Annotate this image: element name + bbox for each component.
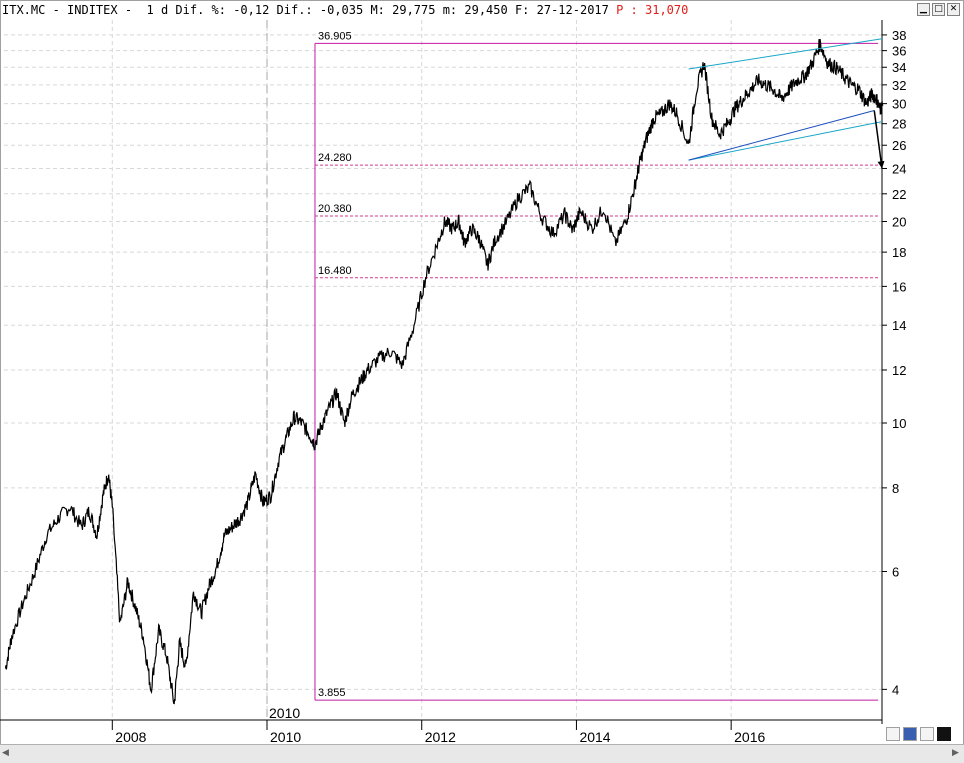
last-price-label: P : 31,070 bbox=[616, 3, 689, 17]
horizontal-scrollbar[interactable]: ◀ ▶ bbox=[0, 744, 964, 763]
y-tick-label: 20 bbox=[892, 215, 906, 230]
x-tick-label: 2008 bbox=[115, 729, 146, 745]
fib-level-label: 24.280 bbox=[318, 152, 352, 164]
y-tick-label: 32 bbox=[892, 78, 906, 93]
y-tick-label: 38 bbox=[892, 28, 906, 43]
y-tick-label: 22 bbox=[892, 187, 906, 202]
y-tick-label: 18 bbox=[892, 245, 906, 260]
chart-toolbar bbox=[886, 727, 951, 741]
y-tick-label: 16 bbox=[892, 279, 906, 294]
projection-arrow-head bbox=[877, 160, 885, 169]
fib-level-label: 3.855 bbox=[318, 687, 346, 699]
channel-line bbox=[688, 110, 875, 161]
scroll-right-icon[interactable]: ▶ bbox=[952, 748, 959, 758]
y-tick-label: 6 bbox=[892, 565, 899, 580]
x-tick-label: 2016 bbox=[734, 729, 765, 745]
fib-level-label: 36.905 bbox=[318, 30, 352, 42]
vertical-marker-label: 2010 bbox=[269, 705, 300, 721]
y-tick-label: 36 bbox=[892, 44, 906, 59]
y-tick-label: 28 bbox=[892, 117, 906, 132]
stop-icon[interactable] bbox=[937, 727, 951, 741]
pin-icon[interactable] bbox=[920, 727, 934, 741]
y-tick-label: 8 bbox=[892, 481, 899, 496]
y-tick-label: 14 bbox=[892, 318, 906, 333]
close-icon[interactable]: ✕ bbox=[947, 3, 960, 16]
y-tick-label: 30 bbox=[892, 97, 906, 112]
fib-level-label: 16.480 bbox=[318, 265, 352, 277]
y-tick-label: 26 bbox=[892, 138, 906, 153]
x-tick-label: 2014 bbox=[579, 729, 610, 745]
scroll-left-icon[interactable]: ◀ bbox=[2, 748, 9, 758]
y-tick-label: 34 bbox=[892, 60, 906, 75]
header-text: ITX.MC - INDITEX - 1 d Dif. %: -0,12 Dif… bbox=[2, 3, 617, 17]
x-tick-label: 2012 bbox=[425, 729, 456, 745]
chart-header: ITX.MC - INDITEX - 1 d Dif. %: -0,12 Dif… bbox=[2, 2, 882, 18]
minimize-icon[interactable]: ▁ bbox=[917, 3, 930, 16]
channel-line bbox=[688, 38, 883, 70]
price-series-line bbox=[4, 38, 884, 705]
settings-icon[interactable] bbox=[886, 727, 900, 741]
projection-arrow-line bbox=[873, 110, 883, 169]
y-tick-label: 4 bbox=[892, 682, 899, 697]
fib-level-label: 20.380 bbox=[318, 203, 352, 215]
x-tick-label: 2010 bbox=[270, 729, 301, 745]
y-tick-label: 12 bbox=[892, 363, 906, 378]
y-tick-label: 24 bbox=[892, 161, 906, 176]
channel-line bbox=[688, 121, 883, 161]
maximize-icon[interactable]: □ bbox=[932, 3, 945, 16]
save-icon[interactable] bbox=[903, 727, 917, 741]
y-tick-label: 10 bbox=[892, 416, 906, 431]
window-controls: ▁ □ ✕ bbox=[917, 3, 960, 16]
